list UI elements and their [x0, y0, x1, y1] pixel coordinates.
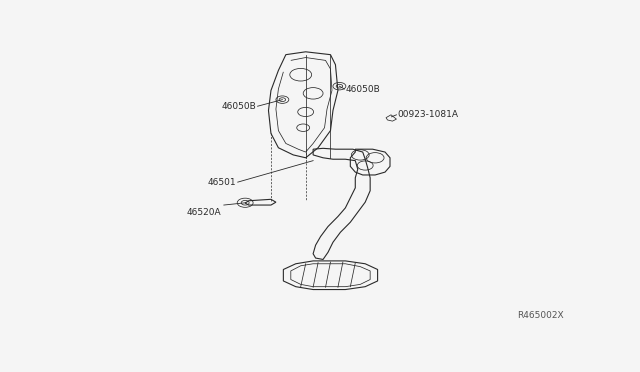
Text: R465002X: R465002X: [517, 311, 564, 320]
Text: 46050B: 46050B: [346, 84, 380, 93]
Text: 46501: 46501: [207, 178, 236, 187]
Text: 46520A: 46520A: [187, 208, 221, 217]
Text: 00923-1081A: 00923-1081A: [397, 110, 458, 119]
Text: 46050B: 46050B: [221, 102, 256, 111]
